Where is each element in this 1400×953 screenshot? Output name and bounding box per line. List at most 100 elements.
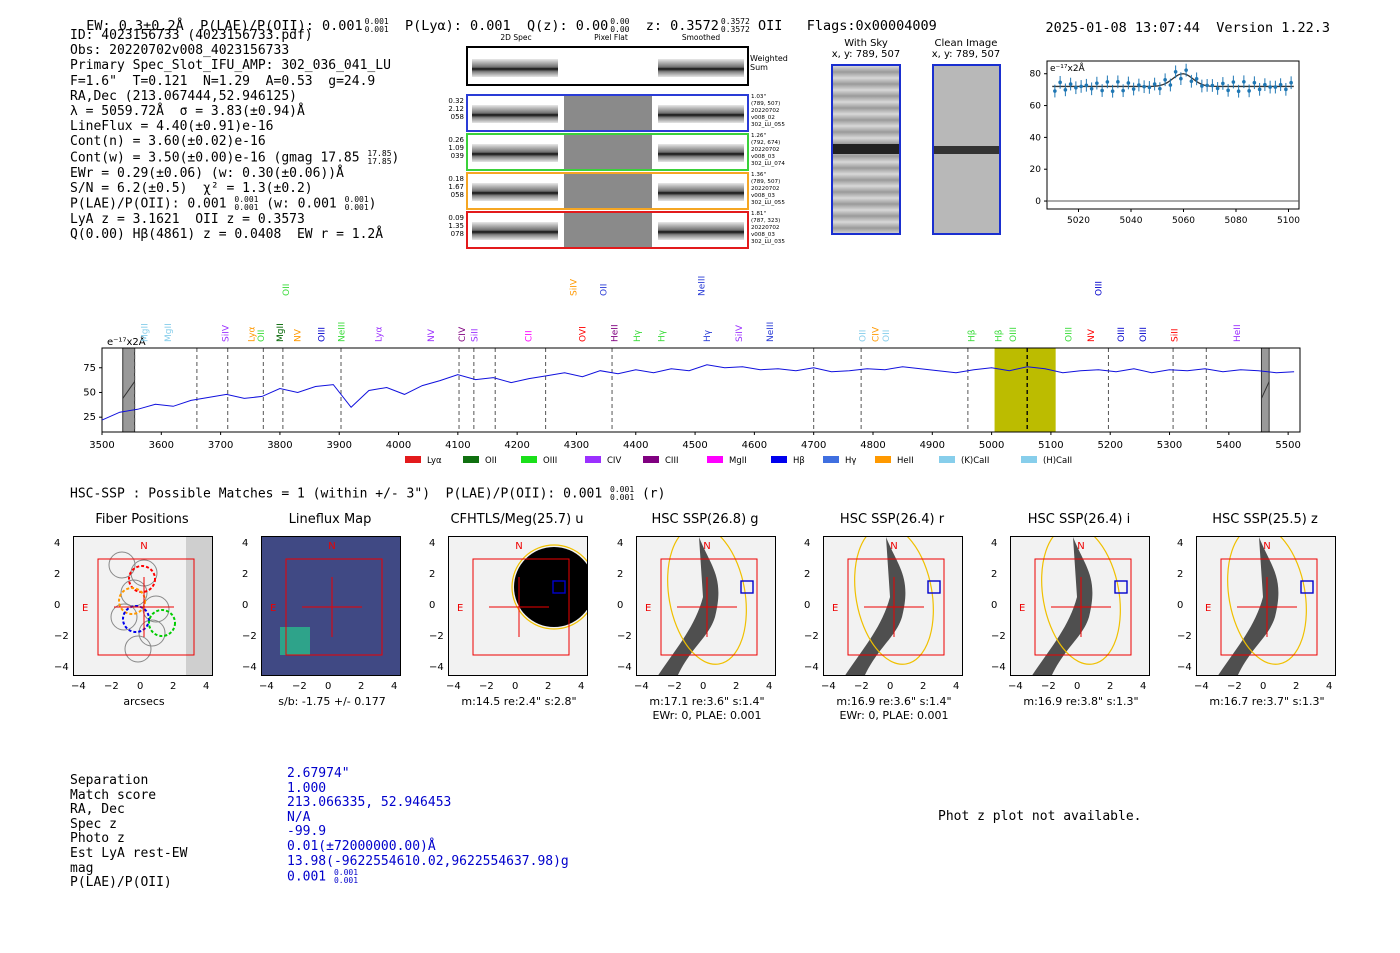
fiber-circle <box>124 635 152 663</box>
thumbnail-xtick-label: −4 <box>1194 681 1209 692</box>
zoom-data-point <box>1247 89 1251 93</box>
info-plae-w-hi: 0.001 <box>344 195 369 205</box>
zoom-data-point <box>1173 70 1178 74</box>
line-label: MgII <box>164 323 174 342</box>
legend-swatch <box>875 456 891 463</box>
compass-north: N <box>328 541 335 552</box>
zoom-ytick-label: 0 <box>1035 197 1041 207</box>
header-qz-lo: 0.00 <box>610 25 630 34</box>
fiber-circle-highlight <box>148 609 176 637</box>
thumbnail-ytick-label: 2 <box>242 569 249 580</box>
thumbnail-xtick-label: 4 <box>1326 681 1333 692</box>
cutout-meta-value: 20220702 <box>751 225 780 231</box>
thumbnail-xtick-label: 2 <box>920 681 927 692</box>
header-version: Version 1.22.3 <box>1216 20 1330 36</box>
cutout-row-frame <box>466 172 749 210</box>
match-value: 0.01(±72000000.00)Å <box>287 838 436 854</box>
zoom-data-point <box>1058 80 1062 85</box>
zoom-data-point <box>1194 77 1199 81</box>
match-label: Separation <box>70 773 149 788</box>
spectrum-xtick-label: 4900 <box>920 440 945 451</box>
thumbnail-xtick-label: −2 <box>667 681 682 692</box>
thumbnail-ytick-label: −4 <box>242 662 257 673</box>
header-qz-hi: 0.00 <box>610 17 630 26</box>
zoom-data-point <box>1263 82 1267 87</box>
cutout-row-frame <box>466 133 749 171</box>
thumbnail-overlay: NE <box>262 537 400 675</box>
cutout-meta-value: v008_03 <box>751 193 775 199</box>
hsc-heading-hi: 0.001 <box>610 485 635 494</box>
info-plae-w: (w: 0.001 <box>266 196 337 212</box>
galaxy-image <box>845 537 906 675</box>
thumbnail-ytick-label: −2 <box>242 631 257 642</box>
cutout-2d-strip <box>472 105 558 123</box>
info-ewr: EWr = 0.29(±0.06) (w: 0.30(±0.06))Å <box>70 165 344 181</box>
info-obs: Obs: 20220702v008_4023156733 <box>70 43 290 59</box>
match-value: N/A <box>287 809 311 825</box>
legend-swatch <box>823 456 839 463</box>
zoom-data-point <box>1158 86 1162 91</box>
line-label-top: NeIII <box>698 276 708 296</box>
spectrum-xtick-label: 4800 <box>860 440 885 451</box>
info-lambda: λ = 5059.72Å σ = 3.83(±0.94)Å <box>70 104 305 120</box>
cutout-flat <box>564 174 652 208</box>
with-sky-xy: x, y: 789, 507 <box>831 49 901 60</box>
legend-swatch <box>405 456 421 463</box>
with-sky-label: With Sky <box>844 38 888 49</box>
zoom-xtick-label: 5060 <box>1172 216 1195 226</box>
thumbnail-xtick-label: −4 <box>821 681 836 692</box>
cutout-smoothed-strip <box>658 183 744 201</box>
info-contw-row: Cont(w) = 3.50(±0.00)e-16 (gmag 17.85 17… <box>70 148 400 166</box>
thumbnail-ytick-label: 0 <box>242 600 249 611</box>
spectrum-ytick-label: 75 <box>83 363 96 374</box>
cutout-col-title: 2D Spec <box>500 33 532 42</box>
thumbnail-title: HSC SSP(26.8) g <box>651 512 759 527</box>
info-primary: Primary Spec_Slot_IFU_AMP: 302_036_041_L… <box>70 58 391 74</box>
match-label: Est LyA rest-EW <box>70 845 188 861</box>
zoom-data-point <box>1100 88 1104 93</box>
hsc-heading-band: (r) <box>641 486 666 502</box>
zoom-data-point <box>1184 68 1188 72</box>
legend-swatch <box>1021 456 1037 463</box>
cutout-smoothed-strip <box>658 105 744 123</box>
spectrum-xtick-label: 5400 <box>1216 440 1241 451</box>
thumbnail-caption-2: EWr: 0, PLAE: 0.001 <box>652 709 762 722</box>
line-label: OIII <box>1139 327 1149 342</box>
thumbnail-xtick-label: −2 <box>292 681 307 692</box>
line-label: Hγ <box>657 329 667 342</box>
thumbnail-caption: m:16.7 re:3.7" s:1.3" <box>1209 695 1325 708</box>
search-box <box>847 558 945 656</box>
line-label: OIII <box>1009 327 1019 342</box>
cutout-flat <box>564 213 652 247</box>
cutout-row-left-meta: 0.09 1.35 078 <box>446 214 464 238</box>
thumbnail-xtick-label: 0 <box>325 681 332 692</box>
legend-label: MgII <box>729 456 747 466</box>
match-value: 0.001 <box>287 869 327 885</box>
cutout-meta-value: (787, 323) <box>751 218 781 224</box>
match-values: 2.67974" 1.000 213.066335, 52.946453 N/A… <box>287 766 569 885</box>
zoom-xtick-label: 5020 <box>1067 216 1090 226</box>
cutout-meta-value: 1.35 <box>448 222 464 230</box>
header-qz: Q(z): 0.00 <box>526 18 609 34</box>
thumbnail-overlay: NE <box>457 541 587 656</box>
thumbnail-caption: arcsecs <box>123 695 165 708</box>
cutout-flat <box>564 135 652 169</box>
line-label: CIV <box>871 326 881 342</box>
line-label: Hγ <box>633 329 643 342</box>
line-label: OVI <box>578 326 588 342</box>
thumbnail-ytick-label: 4 <box>54 538 61 549</box>
legend-label: (K)CaII <box>961 456 989 466</box>
line-label: SiII <box>1170 328 1180 342</box>
compass-east: E <box>1205 603 1211 614</box>
thumbnail-caption: s/b: -1.75 +/- 0.177 <box>278 695 386 708</box>
thumbnail-ytick-label: −4 <box>429 662 444 673</box>
cutout-meta-value: 1.36" <box>751 172 767 178</box>
line-label: CIV <box>458 326 468 342</box>
zoom-data-point <box>1242 79 1246 84</box>
thumbnail-overlay: NE <box>832 537 945 675</box>
thumbnail-ytick-label: 0 <box>991 600 998 611</box>
thumbnail-overlay: NE <box>1019 537 1132 675</box>
cutout-row-frame <box>466 94 749 132</box>
